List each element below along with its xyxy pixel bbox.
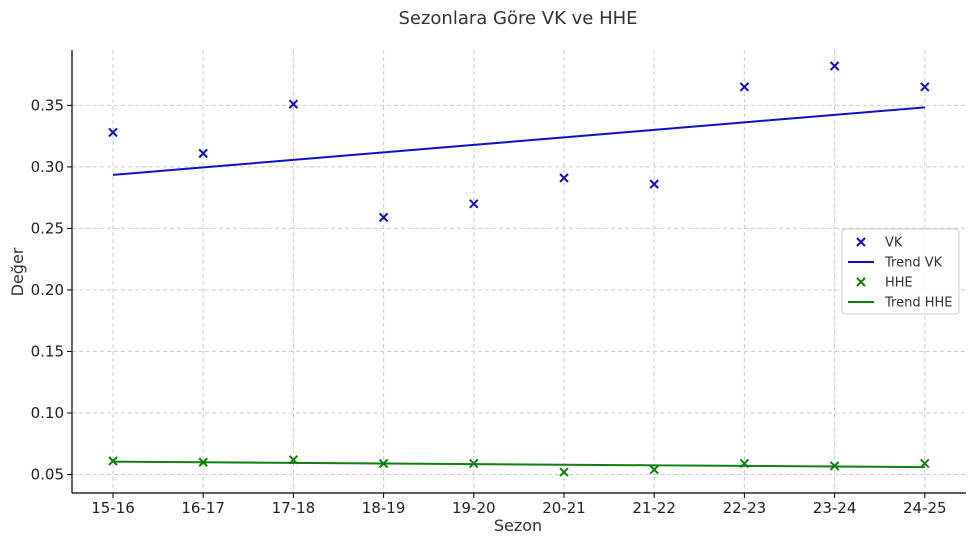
vk-point [378,212,389,223]
trend-vk-line [112,106,925,176]
trend-hhe-line [112,460,925,469]
legend-swatch [856,237,866,247]
y-tick-label: 0.10 [31,404,64,422]
y-axis-label: Değer [8,247,27,296]
x-tick-label: 24-25 [903,499,947,517]
legend-box [841,228,960,315]
legend-item-trend-vk: Trend VK [848,256,943,271]
vk-point [739,82,750,92]
legend: VK Trend VK HHE Trend HHE [841,228,960,315]
y-tick-label: 0.20 [31,281,64,299]
chart-title: Sezonlara Göre VK ve HHE [398,8,637,29]
y-tick-label: 0.30 [31,158,64,176]
vk-point [469,199,479,209]
legend-label: Trend VK [884,256,943,271]
legend-label: VK [885,236,903,251]
grid [72,50,966,493]
y-tick-label: 0.15 [31,342,64,360]
x-tick-label: 22-23 [723,499,767,517]
hhe-point [108,456,118,466]
x-tick-label: 19-20 [452,499,496,517]
x-tick-label: 15-16 [91,499,135,517]
legend-swatch [856,277,866,287]
vk-point [920,82,930,92]
x-tick-label: 20-21 [542,499,586,517]
vk-point [829,61,840,71]
vk-point [559,173,569,183]
axes: 15-16 16-17 17-18 18-19 19-20 20-21 21-22 22-23… [31,50,966,517]
vk-point [288,99,299,109]
y-tick-label: 0.35 [31,96,64,114]
x-tick-label: 16-17 [181,499,225,517]
vk-point [649,179,659,189]
vk-point [198,148,208,159]
legend-item-hhe: HHE [856,276,913,291]
hhe-point [559,467,569,477]
vk-point [108,127,118,138]
series [108,61,930,477]
x-axis-label: Sezon [494,516,542,535]
hhe-point [920,458,930,469]
x-tick-label: 17-18 [272,499,316,517]
legend-label: Trend HHE [884,296,952,311]
legend-label: HHE [885,276,913,291]
legend-item-trend-hhe: Trend HHE [848,296,952,311]
y-tick-label: 0.05 [31,466,64,484]
x-tick-label: 23-24 [813,499,857,517]
x-tick-label: 18-19 [362,499,406,517]
hhe-point [649,464,659,475]
y-tick-label: 0.25 [31,219,64,237]
legend-item-vk: VK [856,236,903,251]
x-tick-label: 21-22 [632,499,676,517]
